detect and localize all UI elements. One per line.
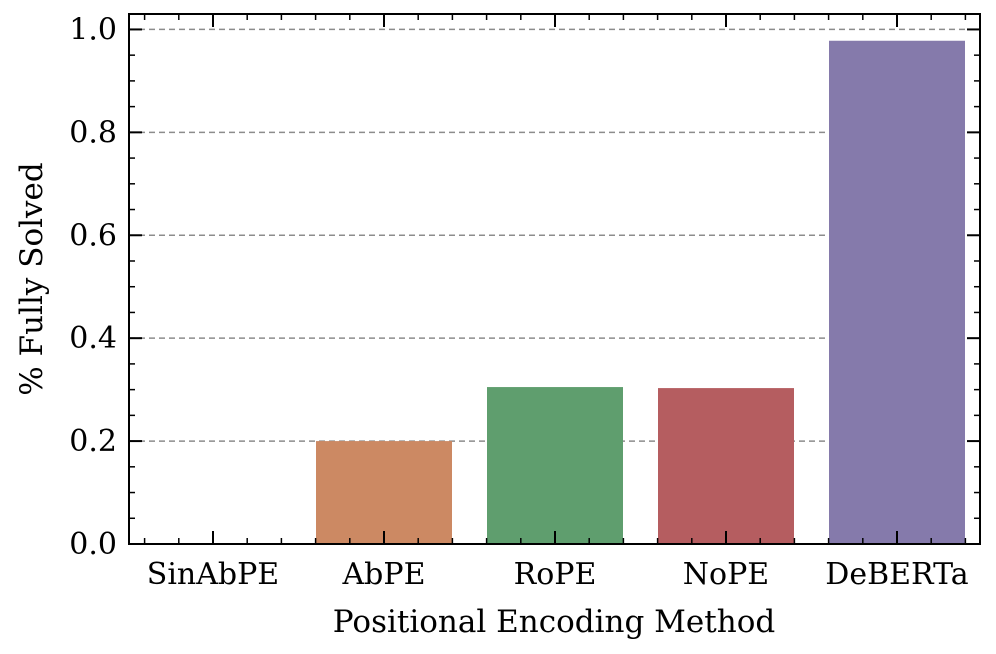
y-tick-label: 0.2: [69, 424, 117, 459]
y-tick-label: 0.6: [69, 218, 117, 253]
x-tick-label-deberta: DeBERTa: [825, 557, 968, 592]
y-tick-label: 0.8: [69, 115, 117, 150]
bar-abpe: [316, 441, 452, 544]
y-axis-label: % Fully Solved: [14, 162, 50, 396]
bars: [316, 40, 965, 544]
y-tick-label: 0.4: [69, 321, 117, 356]
bar-rope: [487, 387, 623, 544]
bar-deberta: [829, 40, 965, 544]
y-tick-labels: 0.0 0.2 0.4 0.6 0.8 1.0: [69, 12, 117, 562]
x-tick-label-nope: NoPE: [683, 557, 769, 592]
x-tick-label-rope: RoPE: [514, 557, 597, 592]
x-tick-label-abpe: AbPE: [342, 557, 426, 592]
bar-nope: [658, 388, 794, 544]
x-tick-labels: SinAbPE AbPE RoPE NoPE DeBERTa: [147, 557, 969, 592]
y-tick-label: 1.0: [69, 12, 117, 47]
x-axis-label: Positional Encoding Method: [333, 604, 775, 640]
plot-frame: [128, 13, 981, 545]
x-tick-label-sinabpe: SinAbPE: [147, 557, 279, 592]
y-tick-label: 0.0: [69, 527, 117, 562]
